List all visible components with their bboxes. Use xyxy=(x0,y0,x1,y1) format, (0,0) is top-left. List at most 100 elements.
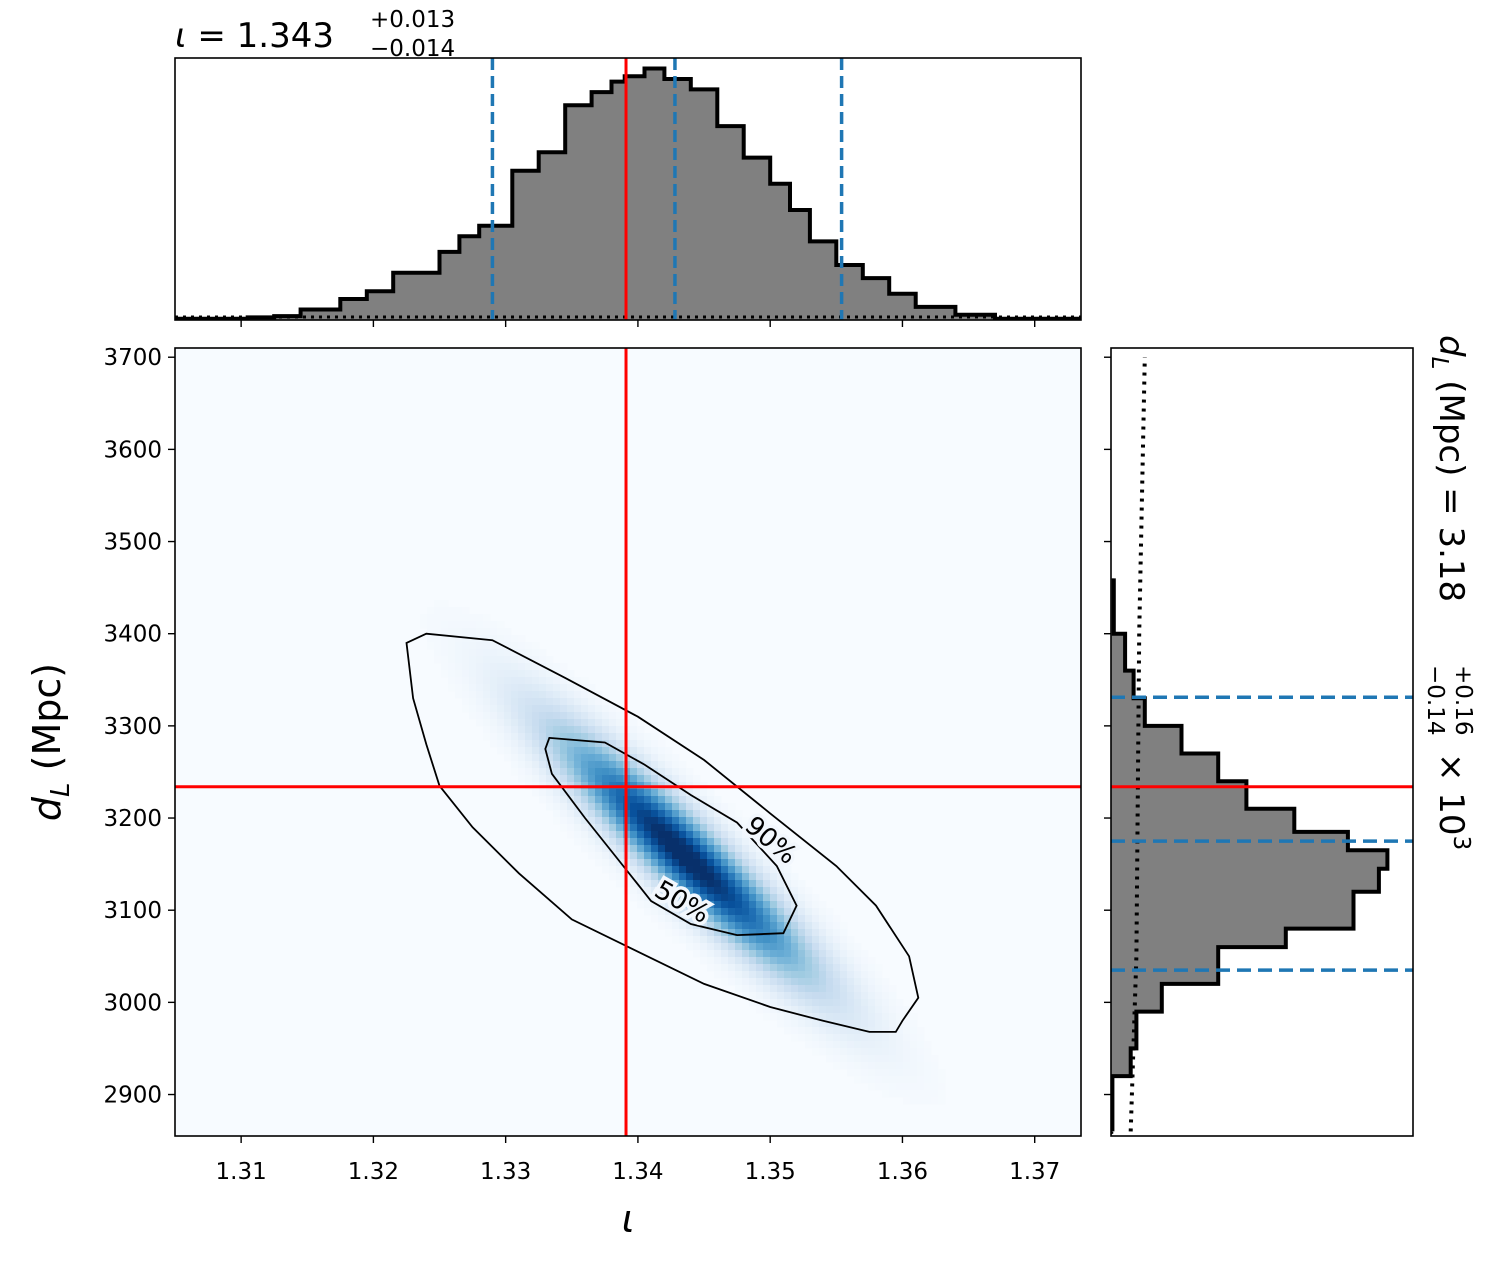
density-cell xyxy=(567,768,575,776)
density-cell xyxy=(707,789,715,797)
dL-marginal-panel xyxy=(1104,347,1414,1137)
density-cell xyxy=(693,796,701,804)
density-cell xyxy=(763,866,771,874)
density-cell xyxy=(469,663,477,671)
density-cell xyxy=(441,649,449,657)
density-cell xyxy=(714,859,722,867)
density-cell xyxy=(833,992,841,1000)
density-cell xyxy=(721,950,729,958)
density-cell xyxy=(889,1048,897,1056)
density-cell xyxy=(588,845,596,853)
density-cell xyxy=(588,726,596,734)
density-cell xyxy=(784,866,792,874)
density-cell xyxy=(777,1020,785,1028)
density-cell xyxy=(812,999,820,1007)
density-cell xyxy=(553,705,561,713)
density-cell xyxy=(511,670,519,678)
y-tick-label: 3200 xyxy=(103,806,162,832)
density-cell xyxy=(735,852,743,860)
density-cell xyxy=(546,768,554,776)
density-cell xyxy=(896,999,904,1007)
density-cell xyxy=(518,705,526,713)
density-cell xyxy=(679,775,687,783)
iota-lower-error: −0.014 xyxy=(370,36,455,62)
density-cell xyxy=(476,705,484,713)
density-cell xyxy=(679,936,687,944)
density-cell xyxy=(616,838,624,846)
density-cell xyxy=(504,719,512,727)
density-cell xyxy=(539,768,547,776)
density-cell xyxy=(609,796,617,804)
density-cell xyxy=(749,901,757,909)
density-cell xyxy=(644,901,652,909)
density-cell xyxy=(574,733,582,741)
density-cell xyxy=(917,1055,925,1063)
density-cell xyxy=(714,796,722,804)
density-cell xyxy=(518,719,526,727)
density-cell xyxy=(728,964,736,972)
density-cell xyxy=(721,908,729,916)
density-cell xyxy=(770,964,778,972)
density-cell xyxy=(546,747,554,755)
density-cell xyxy=(742,929,750,937)
density-cell xyxy=(448,607,456,615)
density-cell xyxy=(497,698,505,706)
density-cell xyxy=(931,1097,939,1105)
density-cell xyxy=(833,1048,841,1056)
density-cell xyxy=(812,1048,820,1056)
density-cell xyxy=(588,747,596,755)
density-cell xyxy=(511,761,519,769)
density-cell xyxy=(658,789,666,797)
density-cell xyxy=(700,957,708,965)
density-cell xyxy=(553,677,561,685)
density-cell xyxy=(630,747,638,755)
density-cell xyxy=(763,859,771,867)
density-cell xyxy=(483,684,491,692)
density-cell xyxy=(686,852,694,860)
density-cell xyxy=(826,964,834,972)
density-cell xyxy=(441,614,449,622)
density-cell xyxy=(665,768,673,776)
density-cell xyxy=(805,1041,813,1049)
density-cell xyxy=(462,614,470,622)
density-cell xyxy=(490,712,498,720)
density-cell xyxy=(791,999,799,1007)
density-cell xyxy=(532,733,540,741)
density-cell xyxy=(861,1062,869,1070)
density-cell xyxy=(777,936,785,944)
density-cell xyxy=(518,649,526,657)
density-cell xyxy=(714,831,722,839)
density-cell xyxy=(574,775,582,783)
density-cell xyxy=(714,845,722,853)
density-cell xyxy=(707,936,715,944)
density-cell xyxy=(875,964,883,972)
density-cell xyxy=(672,803,680,811)
density-cell xyxy=(777,880,785,888)
density-cell xyxy=(875,1083,883,1091)
dL-histogram-fill xyxy=(1111,578,1388,1132)
density-cell xyxy=(728,824,736,832)
density-cell xyxy=(595,796,603,804)
density-cell xyxy=(567,719,575,727)
density-cell xyxy=(770,908,778,916)
density-cell xyxy=(693,894,701,902)
density-cell xyxy=(721,838,729,846)
density-cell xyxy=(903,1090,911,1098)
density-cell xyxy=(847,985,855,993)
density-cell xyxy=(889,1069,897,1077)
density-cell xyxy=(777,894,785,902)
density-cell xyxy=(721,803,729,811)
density-cell xyxy=(700,831,708,839)
density-cell xyxy=(595,845,603,853)
density-cell xyxy=(581,845,589,853)
density-cell xyxy=(875,1076,883,1084)
density-cell xyxy=(602,866,610,874)
density-cell xyxy=(476,614,484,622)
density-cell xyxy=(672,915,680,923)
density-cell xyxy=(504,747,512,755)
density-cell xyxy=(532,726,540,734)
density-cell xyxy=(889,1006,897,1014)
density-cell xyxy=(679,929,687,937)
density-cell xyxy=(644,859,652,867)
density-cell xyxy=(910,1034,918,1042)
